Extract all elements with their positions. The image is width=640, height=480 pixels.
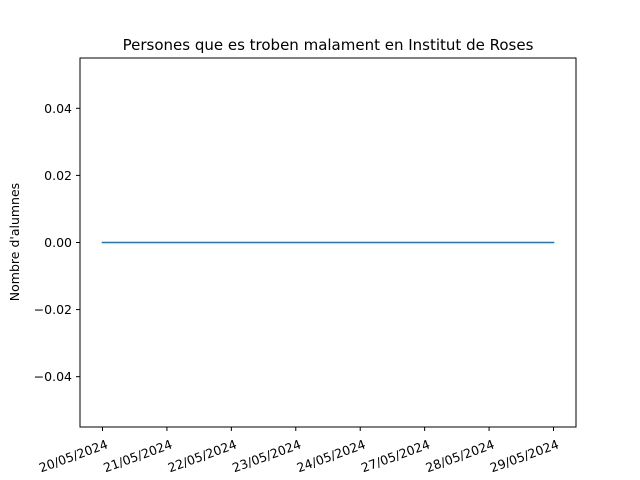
y-axis: −0.04 −0.02 0.00 0.02 0.04 (34, 101, 80, 384)
y-axis-label: Nombre d'alumnes (7, 183, 22, 301)
chart-title: Persones que es troben malament en Insti… (123, 36, 534, 54)
y-tick-label: 0.04 (44, 101, 72, 116)
y-tick-label: −0.02 (34, 302, 72, 317)
plot-frame (79, 57, 577, 428)
y-tick-label: 0.00 (44, 235, 72, 250)
y-tick-label: 0.02 (44, 168, 72, 183)
y-tick-label: −0.04 (34, 369, 72, 384)
